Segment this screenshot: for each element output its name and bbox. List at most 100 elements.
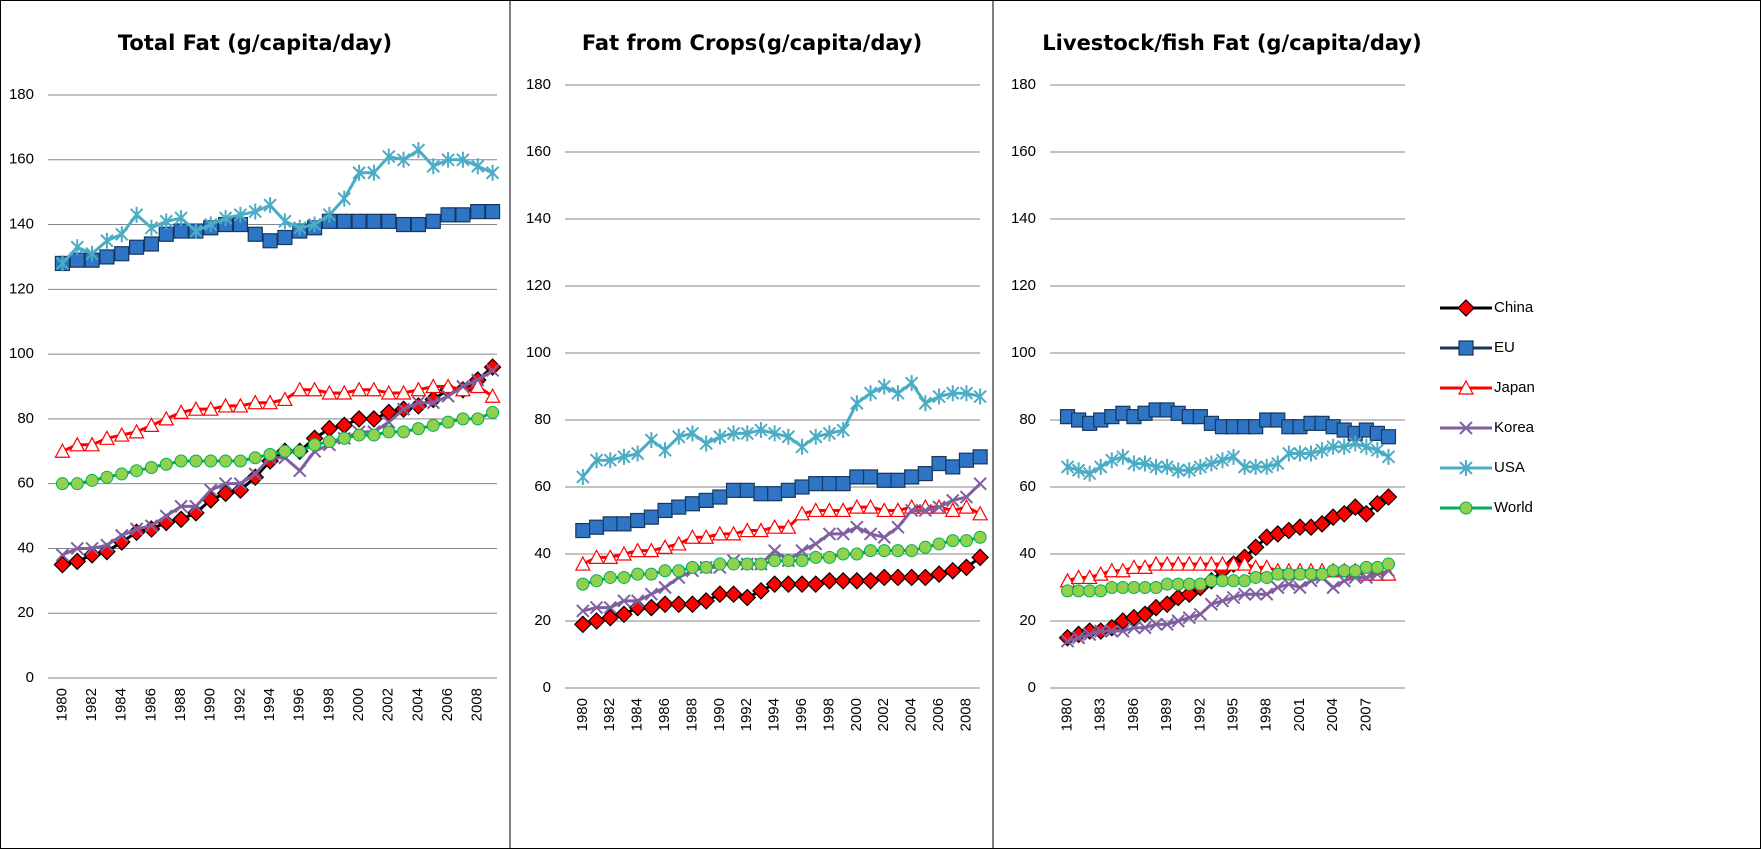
marker <box>617 448 631 465</box>
marker <box>1136 605 1154 624</box>
marker <box>187 400 204 416</box>
y-tick-label: 140 <box>526 210 551 227</box>
marker <box>98 430 115 445</box>
marker <box>767 486 783 502</box>
marker <box>1238 574 1252 588</box>
x-tick-label: 1990 <box>711 698 728 731</box>
marker <box>246 468 265 487</box>
marker <box>739 522 756 538</box>
y-tick-label: 180 <box>1011 76 1036 93</box>
marker <box>1304 445 1318 462</box>
marker <box>322 206 337 223</box>
marker <box>173 404 190 420</box>
marker <box>1193 577 1207 591</box>
marker <box>822 550 836 564</box>
marker <box>233 454 247 468</box>
legend-label: Japan <box>1494 379 1535 396</box>
marker <box>889 568 907 587</box>
marker <box>336 213 352 229</box>
line <box>1067 441 1390 476</box>
marker <box>54 443 71 458</box>
marker <box>656 595 674 614</box>
marker <box>1116 624 1130 638</box>
series <box>55 363 500 562</box>
marker <box>603 570 617 584</box>
legend-label: Korea <box>1494 419 1535 436</box>
marker <box>85 541 99 556</box>
marker <box>973 476 987 491</box>
series <box>576 375 987 485</box>
x-tick-label: 2002 <box>380 688 397 721</box>
legend-marker <box>1457 379 1475 395</box>
marker <box>589 600 604 615</box>
marker <box>931 455 947 472</box>
marker <box>711 525 728 541</box>
marker <box>1282 567 1296 581</box>
marker <box>972 505 989 521</box>
y-tick-label: 120 <box>1011 277 1036 294</box>
x-tick-label: 2008 <box>469 688 486 721</box>
x-tick-label: 2000 <box>848 698 865 731</box>
marker <box>1072 584 1086 598</box>
marker <box>217 397 234 413</box>
marker <box>1149 458 1163 475</box>
marker <box>1335 504 1354 523</box>
x-tick-label: 1982 <box>601 698 618 731</box>
marker <box>55 477 69 491</box>
marker <box>644 432 659 449</box>
marker <box>382 148 396 165</box>
y-tick-label: 80 <box>1019 411 1036 428</box>
marker <box>698 492 714 508</box>
marker <box>1348 564 1362 578</box>
marker <box>657 539 674 554</box>
marker <box>85 245 99 262</box>
marker <box>780 482 796 498</box>
legend-label: EU <box>1494 339 1515 356</box>
marker <box>1326 580 1340 595</box>
marker <box>795 438 809 455</box>
marker <box>1094 458 1108 475</box>
marker <box>849 469 865 485</box>
marker <box>589 452 604 469</box>
marker <box>471 158 485 175</box>
marker <box>231 481 250 499</box>
marker <box>1125 559 1142 575</box>
marker <box>1227 574 1241 588</box>
marker <box>971 548 989 567</box>
marker <box>590 574 604 588</box>
marker <box>1337 438 1351 455</box>
x-tick-label: 1998 <box>1258 698 1275 731</box>
series <box>1060 435 1396 482</box>
marker <box>740 425 754 442</box>
marker <box>834 571 852 590</box>
marker <box>367 164 381 181</box>
x-tick-label: 1998 <box>820 698 837 731</box>
marker <box>576 468 590 485</box>
marker <box>1160 458 1174 475</box>
marker <box>946 493 960 508</box>
marker <box>820 571 839 590</box>
x-tick-label: 1980 <box>574 698 591 731</box>
marker <box>630 445 645 462</box>
legend-label: World <box>1494 499 1533 516</box>
marker <box>410 381 427 397</box>
marker <box>365 381 382 397</box>
marker <box>806 575 825 593</box>
marker <box>1326 564 1340 578</box>
marker <box>1315 442 1329 459</box>
marker <box>307 216 322 233</box>
legend-label: China <box>1494 299 1534 316</box>
marker <box>712 489 728 505</box>
marker <box>365 410 383 428</box>
marker <box>905 544 919 558</box>
marker <box>808 476 824 492</box>
marker <box>959 534 973 548</box>
marker <box>172 510 190 529</box>
marker <box>410 216 427 233</box>
marker <box>875 568 894 587</box>
marker <box>485 164 500 181</box>
marker <box>144 219 159 236</box>
x-tick-label: 1988 <box>172 688 189 721</box>
marker <box>739 482 755 498</box>
